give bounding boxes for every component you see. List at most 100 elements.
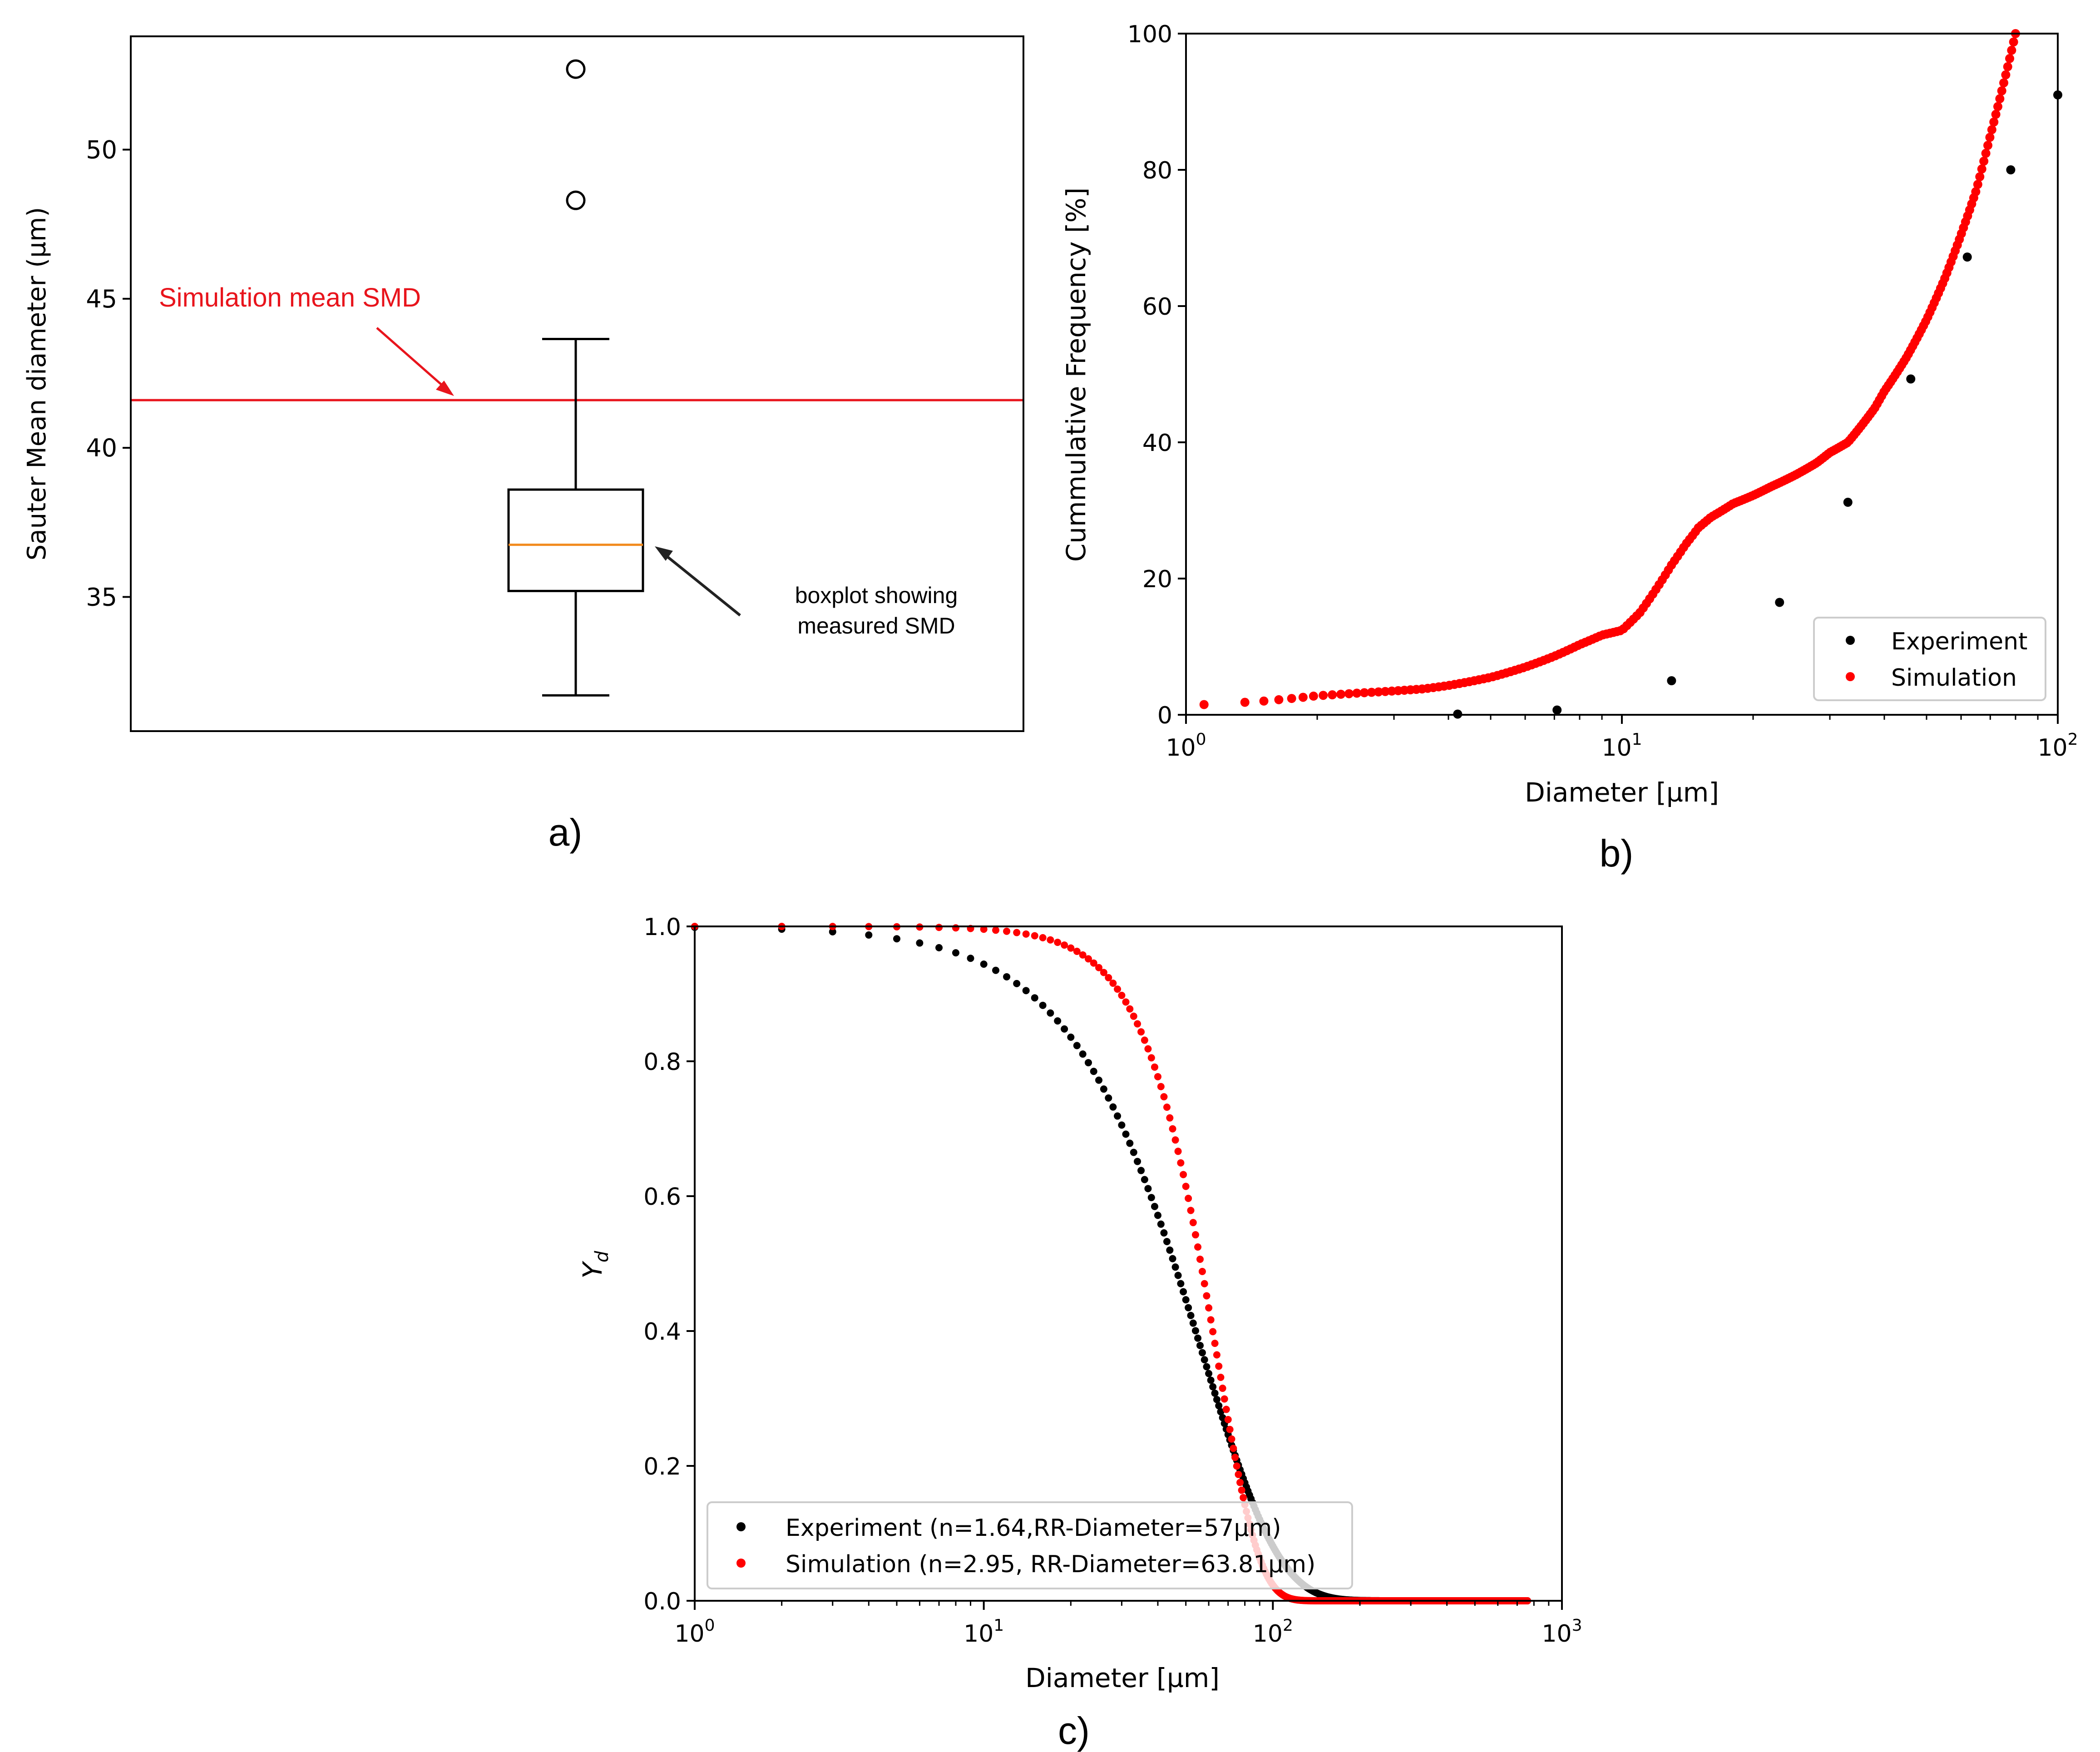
simulation-rr-point xyxy=(1090,959,1097,967)
experiment-rr-point xyxy=(1067,1033,1075,1041)
panel-c-x-tick-label: 101 xyxy=(964,1616,1004,1648)
boxplot-note-line-2: measured SMD xyxy=(797,613,955,638)
experiment-rr-point xyxy=(1211,1389,1219,1397)
simulation-rr-point xyxy=(1151,1063,1158,1071)
experiment-rr-point xyxy=(1189,1319,1197,1327)
experiment-point xyxy=(2006,165,2016,174)
simulation-rr-point xyxy=(1047,936,1054,944)
simulation-point xyxy=(1991,109,2001,119)
y-tick-label: 35 xyxy=(86,583,117,612)
experiment-rr-point xyxy=(1061,1025,1068,1033)
experiment-rr-point xyxy=(1209,1383,1217,1391)
simulation-rr-point xyxy=(1100,969,1107,976)
simulation-rr-point xyxy=(1013,929,1021,936)
simulation-rr-point xyxy=(1198,1267,1206,1275)
legend-marker-experiment-rr xyxy=(736,1522,746,1531)
panel-c-y-axis-label: Yd xyxy=(577,1251,613,1278)
simulation-point xyxy=(1973,180,1982,189)
simulation-point xyxy=(2007,45,2016,55)
panel-b-x-tick-label: 102 xyxy=(2037,730,2078,762)
simulation-point xyxy=(1380,687,1390,696)
simulation-rr-point xyxy=(1141,1036,1148,1044)
legend-marker-experiment xyxy=(1846,636,1855,645)
simulation-rr-point xyxy=(1022,930,1030,938)
panel-b-x-tick-exp: 1 xyxy=(1632,730,1642,749)
simulation-rr-point xyxy=(1228,1435,1235,1443)
simulation-point xyxy=(1977,164,1986,174)
panel-c-x-tick-base: 10 xyxy=(964,1620,993,1648)
simulation-rr-point xyxy=(1109,980,1117,987)
simulation-point xyxy=(1359,688,1369,698)
panel-b-x-tick-exp: 0 xyxy=(1196,730,1206,749)
simulation-point xyxy=(1987,125,1996,134)
simulation-rr-point xyxy=(1174,1148,1182,1155)
panel-b-x-ticks: 100 101 102 xyxy=(1166,715,2078,762)
panel-c-x-tick-base: 10 xyxy=(1542,1620,1571,1648)
experiment-rr-point xyxy=(1100,1085,1107,1093)
simulation-point xyxy=(1979,156,1989,166)
legend-marker-simulation-rr xyxy=(736,1559,746,1568)
panel-label-b: b) xyxy=(1600,832,1634,875)
simulation-rr-point xyxy=(1222,1406,1230,1413)
panel-c-x-tick-exp: 3 xyxy=(1572,1616,1582,1635)
simulation-rr-point xyxy=(1073,947,1081,955)
experiment-rr-point xyxy=(916,939,924,947)
simulation-point xyxy=(1975,172,1985,182)
outlier-point xyxy=(566,190,586,210)
simulation-rr-point xyxy=(1238,1486,1245,1494)
simulation-point xyxy=(1240,698,1250,707)
y-tick-label: 45 xyxy=(86,285,117,313)
experiment-rr-point xyxy=(1215,1402,1223,1410)
panel-b-x-tick-base: 10 xyxy=(2037,734,2067,762)
simulation-rr-point xyxy=(1054,939,1062,946)
simulation-rr-point xyxy=(1189,1219,1197,1227)
experiment-rr-point xyxy=(1166,1246,1174,1254)
simulation-point xyxy=(2009,37,2018,47)
panel-c-legend: Experiment (n=1.64,RR-Diameter=57µm) Sim… xyxy=(707,1501,1353,1589)
simulation-point xyxy=(1259,696,1269,706)
experiment-point xyxy=(1775,598,1784,607)
experiment-rr-point xyxy=(1095,1076,1103,1084)
experiment-rr-point xyxy=(1031,994,1038,1002)
simulation-point xyxy=(2003,62,2012,71)
legend-label-experiment: Experiment xyxy=(1891,628,2027,655)
panel-b-x-axis-label: Diameter [µm] xyxy=(1525,777,1719,808)
panel-c-x-tick-exp: 0 xyxy=(705,1616,715,1635)
experiment-rr-point xyxy=(1182,1296,1190,1304)
simulation-rr-point xyxy=(935,924,943,931)
legend-label-experiment-rr: Experiment (n=1.64,RR-Diameter=57µm) xyxy=(786,1514,1281,1542)
y-tick-label: 0.0 xyxy=(643,1588,681,1615)
panel-b-y-ticks: 0 20 40 60 80 100 xyxy=(1127,21,1186,729)
simulation-rr-point xyxy=(1213,1351,1220,1359)
y-tick-label: 60 xyxy=(1142,293,1172,321)
panel-c-y-ticks: 0.0 0.2 0.4 0.6 0.8 1.0 xyxy=(643,914,695,1615)
experiment-rr-point xyxy=(1047,1009,1054,1017)
boxplot-arrow-head xyxy=(655,546,673,561)
experiment-rr-point xyxy=(1109,1103,1117,1111)
panel-a-frame xyxy=(130,35,1024,732)
experiment-rr-point xyxy=(829,928,836,935)
simulation-rr-point xyxy=(1157,1083,1165,1090)
experiment-rr-point xyxy=(1177,1280,1185,1287)
simulation-point xyxy=(1995,94,2005,104)
simulation-rr-point xyxy=(1079,951,1087,959)
experiment-rr-point xyxy=(1174,1272,1182,1279)
simulation-rr-point xyxy=(1235,1470,1242,1478)
simulation-rr-point xyxy=(980,925,988,933)
experiment-rr-point xyxy=(1180,1288,1187,1296)
simulation-point xyxy=(1983,141,1993,150)
panel-b-x-tick-label: 100 xyxy=(1166,730,1206,762)
panel-c-x-tick-label: 102 xyxy=(1253,1616,1293,1648)
experiment-rr-point xyxy=(1039,1001,1047,1009)
simulation-rr-point xyxy=(1163,1104,1171,1111)
experiment-rr-point xyxy=(1163,1238,1171,1246)
simulation-rr-point xyxy=(1219,1385,1226,1392)
experiment-rr-point xyxy=(1191,1327,1199,1335)
experiment-rr-point xyxy=(1126,1139,1134,1147)
experiment-rr-point xyxy=(1201,1356,1208,1364)
simulation-point xyxy=(1298,693,1308,702)
experiment-rr-point xyxy=(935,944,943,951)
y-tick-label: 50 xyxy=(86,136,117,164)
simulation-rr-point xyxy=(1185,1194,1192,1202)
experiment-rr-point xyxy=(1147,1194,1155,1202)
